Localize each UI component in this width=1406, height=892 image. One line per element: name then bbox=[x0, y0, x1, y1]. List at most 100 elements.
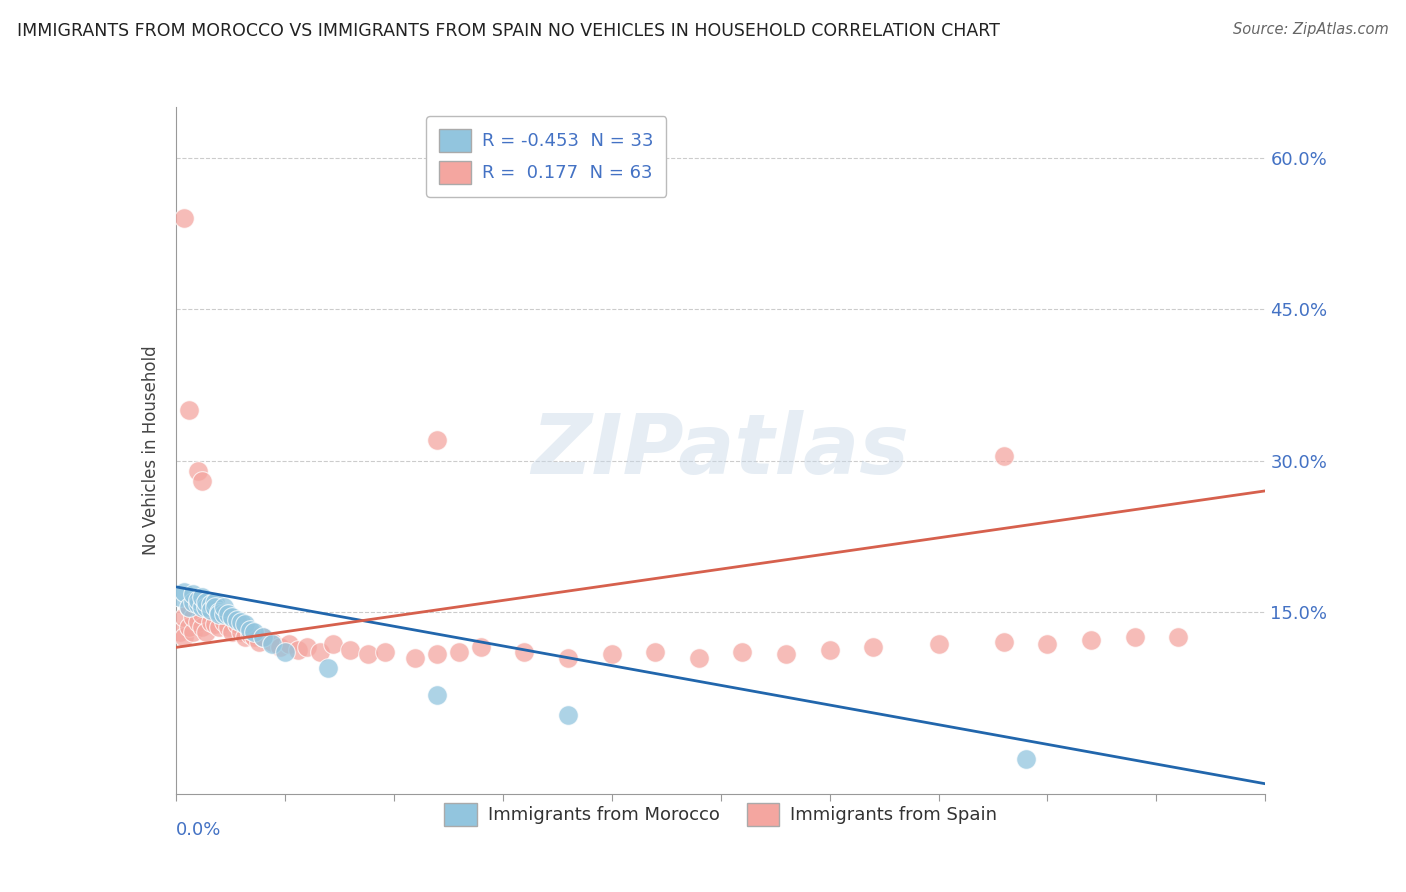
Point bbox=[217, 607, 239, 621]
Point bbox=[208, 605, 231, 619]
Point bbox=[447, 645, 470, 659]
Point bbox=[235, 630, 257, 644]
Point bbox=[862, 640, 884, 655]
Point bbox=[191, 600, 214, 615]
Point bbox=[557, 650, 579, 665]
Point bbox=[181, 610, 204, 624]
Point bbox=[191, 607, 214, 621]
Point bbox=[177, 600, 200, 615]
Point bbox=[274, 645, 297, 659]
Point bbox=[186, 593, 209, 607]
Point bbox=[295, 640, 318, 655]
Point bbox=[260, 635, 283, 649]
Text: 0.0%: 0.0% bbox=[176, 822, 221, 839]
Point bbox=[191, 590, 214, 604]
Point bbox=[318, 660, 340, 674]
Point bbox=[204, 595, 226, 609]
Point bbox=[231, 615, 253, 630]
Point bbox=[221, 625, 243, 640]
Point bbox=[200, 597, 222, 611]
Point bbox=[177, 620, 200, 634]
Point bbox=[231, 625, 253, 640]
Point bbox=[173, 630, 195, 644]
Text: IMMIGRANTS FROM MOROCCO VS IMMIGRANTS FROM SPAIN NO VEHICLES IN HOUSEHOLD CORREL: IMMIGRANTS FROM MOROCCO VS IMMIGRANTS FR… bbox=[17, 22, 1000, 40]
Point bbox=[208, 605, 231, 619]
Point bbox=[212, 607, 235, 621]
Point bbox=[928, 637, 950, 651]
Point bbox=[195, 595, 218, 609]
Point bbox=[308, 645, 330, 659]
Point bbox=[204, 617, 226, 632]
Point bbox=[426, 648, 449, 662]
Point bbox=[204, 600, 226, 615]
Point bbox=[186, 464, 209, 478]
Point bbox=[186, 597, 209, 611]
Point bbox=[269, 640, 291, 655]
Point bbox=[1080, 633, 1102, 648]
Point bbox=[818, 643, 841, 657]
Point bbox=[221, 610, 243, 624]
Point bbox=[212, 615, 235, 630]
Point bbox=[247, 635, 270, 649]
Point bbox=[181, 587, 204, 601]
Point bbox=[181, 625, 204, 640]
Point bbox=[688, 650, 710, 665]
Point bbox=[993, 635, 1015, 649]
Point bbox=[356, 648, 378, 662]
Point bbox=[195, 600, 218, 615]
Point bbox=[775, 648, 797, 662]
Point bbox=[200, 603, 222, 617]
Point bbox=[426, 688, 449, 702]
Point bbox=[173, 211, 195, 226]
Point bbox=[557, 708, 579, 723]
Point bbox=[993, 449, 1015, 463]
Point bbox=[191, 474, 214, 488]
Point bbox=[243, 630, 266, 644]
Point bbox=[208, 620, 231, 634]
Point bbox=[200, 603, 222, 617]
Point bbox=[177, 403, 200, 417]
Legend: Immigrants from Morocco, Immigrants from Spain: Immigrants from Morocco, Immigrants from… bbox=[437, 796, 1004, 833]
Point bbox=[513, 645, 536, 659]
Y-axis label: No Vehicles in Household: No Vehicles in Household bbox=[142, 345, 160, 556]
Point bbox=[470, 640, 492, 655]
Point bbox=[239, 624, 262, 638]
Point bbox=[644, 645, 666, 659]
Point bbox=[278, 637, 301, 651]
Point bbox=[1167, 630, 1189, 644]
Point bbox=[1036, 637, 1059, 651]
Point bbox=[186, 597, 209, 611]
Point bbox=[208, 607, 231, 621]
Point bbox=[195, 600, 218, 615]
Text: ZIPatlas: ZIPatlas bbox=[531, 410, 910, 491]
Point bbox=[195, 625, 218, 640]
Point bbox=[181, 595, 204, 609]
Point bbox=[426, 434, 449, 448]
Point bbox=[339, 643, 361, 657]
Point bbox=[217, 620, 239, 634]
Point bbox=[225, 613, 247, 627]
Point bbox=[252, 630, 274, 644]
Point bbox=[287, 643, 309, 657]
Point bbox=[239, 627, 262, 641]
Point bbox=[243, 625, 266, 640]
Point bbox=[212, 600, 235, 615]
Point bbox=[169, 590, 191, 604]
Point bbox=[225, 617, 247, 632]
Point bbox=[169, 625, 191, 640]
Point bbox=[191, 620, 214, 634]
Point bbox=[186, 615, 209, 630]
Point bbox=[1123, 630, 1146, 644]
Point bbox=[200, 615, 222, 630]
Text: Source: ZipAtlas.com: Source: ZipAtlas.com bbox=[1233, 22, 1389, 37]
Point bbox=[235, 617, 257, 632]
Point bbox=[173, 610, 195, 624]
Point bbox=[260, 637, 283, 651]
Point bbox=[177, 600, 200, 615]
Point bbox=[252, 630, 274, 644]
Point bbox=[374, 645, 396, 659]
Point bbox=[1015, 751, 1038, 765]
Point bbox=[405, 650, 427, 665]
Point bbox=[731, 645, 754, 659]
Point bbox=[600, 648, 623, 662]
